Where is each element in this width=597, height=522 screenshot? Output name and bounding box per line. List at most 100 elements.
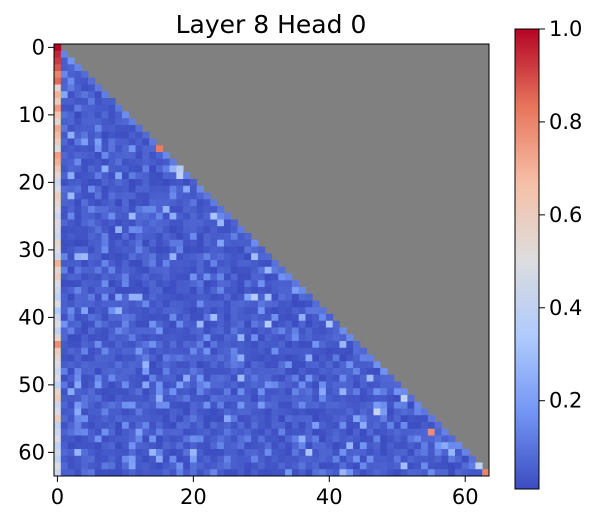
heatmap-cell bbox=[427, 435, 436, 443]
heatmap-cell bbox=[135, 260, 143, 268]
heatmap-cell bbox=[142, 246, 150, 254]
heatmap-cell bbox=[115, 300, 123, 308]
heatmap-cell bbox=[67, 206, 75, 214]
heatmap-cell bbox=[305, 334, 313, 342]
heatmap-cell bbox=[101, 428, 109, 436]
heatmap-cell bbox=[135, 199, 143, 207]
heatmap-cell bbox=[155, 354, 164, 362]
colorbar bbox=[514, 28, 540, 490]
heatmap-cell bbox=[94, 368, 102, 376]
heatmap-cell bbox=[128, 455, 136, 463]
heatmap-cell bbox=[359, 395, 368, 403]
heatmap-cell bbox=[169, 185, 177, 193]
heatmap-cell bbox=[121, 239, 130, 247]
heatmap-cell bbox=[115, 185, 123, 193]
heatmap-cell bbox=[94, 314, 102, 322]
heatmap-cell bbox=[217, 307, 225, 315]
heatmap-cell bbox=[94, 300, 102, 308]
heatmap-cell bbox=[67, 361, 75, 369]
heatmap-cell bbox=[196, 239, 204, 247]
heatmap-cell bbox=[217, 320, 225, 328]
heatmap-cell bbox=[108, 374, 116, 382]
heatmap-cell bbox=[81, 368, 89, 376]
heatmap-cell bbox=[203, 374, 211, 382]
heatmap-cell bbox=[155, 273, 164, 281]
heatmap-cell bbox=[387, 401, 395, 409]
heatmap-cell bbox=[94, 104, 102, 112]
heatmap-cell bbox=[135, 246, 143, 254]
heatmap-cell bbox=[101, 314, 109, 322]
heatmap-cell bbox=[223, 300, 232, 308]
heatmap-cell bbox=[176, 395, 184, 403]
heatmap-cell bbox=[407, 435, 415, 443]
heatmap-cell bbox=[183, 314, 191, 322]
heatmap-cell bbox=[121, 314, 130, 322]
heatmap-cell bbox=[203, 239, 211, 247]
heatmap-cell bbox=[176, 293, 184, 301]
heatmap-cell bbox=[67, 287, 75, 295]
heatmap-cell bbox=[67, 354, 75, 362]
heatmap-cell bbox=[217, 334, 225, 342]
heatmap-cell bbox=[135, 395, 143, 403]
heatmap-cell bbox=[230, 455, 238, 463]
heatmap-cell bbox=[230, 280, 238, 288]
heatmap-cell bbox=[223, 442, 232, 450]
heatmap-cell bbox=[74, 84, 82, 92]
heatmap-cell bbox=[101, 219, 109, 227]
heatmap-cell bbox=[128, 408, 136, 416]
heatmap-cell bbox=[87, 320, 96, 328]
heatmap-cell bbox=[210, 435, 218, 443]
heatmap-cell bbox=[108, 408, 116, 416]
heatmap-cell bbox=[271, 462, 279, 470]
heatmap-cell bbox=[87, 179, 96, 187]
heatmap-cell bbox=[305, 449, 313, 457]
heatmap-cell bbox=[74, 320, 82, 328]
heatmap-cell bbox=[407, 428, 415, 436]
heatmap-cell bbox=[121, 435, 130, 443]
heatmap-cell bbox=[298, 415, 306, 423]
heatmap-cell bbox=[237, 287, 245, 295]
heatmap-cell bbox=[189, 347, 198, 355]
heatmap-cell bbox=[135, 138, 143, 146]
heatmap-cell bbox=[271, 395, 279, 403]
heatmap-cell bbox=[128, 354, 136, 362]
heatmap-cell bbox=[135, 368, 143, 376]
heatmap-cell bbox=[54, 91, 62, 99]
heatmap-cell bbox=[332, 455, 340, 463]
heatmap-cell bbox=[54, 165, 62, 173]
heatmap-cell bbox=[162, 428, 170, 436]
heatmap-cell bbox=[115, 341, 123, 349]
heatmap-cell bbox=[339, 354, 347, 362]
heatmap-cell bbox=[319, 435, 327, 443]
heatmap-cell bbox=[271, 449, 279, 457]
heatmap-cell bbox=[217, 442, 225, 450]
heatmap-cell bbox=[346, 401, 354, 409]
heatmap-cell bbox=[319, 469, 327, 477]
heatmap-cell bbox=[183, 428, 191, 436]
heatmap-cell bbox=[196, 273, 204, 281]
heatmap-cell bbox=[203, 199, 211, 207]
heatmap-cell bbox=[203, 192, 211, 200]
heatmap-cell bbox=[210, 287, 218, 295]
heatmap-cell bbox=[183, 199, 191, 207]
heatmap-cell bbox=[257, 388, 266, 396]
heatmap-cell bbox=[162, 179, 170, 187]
heatmap-cell bbox=[373, 368, 381, 376]
heatmap-cell bbox=[312, 374, 320, 382]
heatmap-cell bbox=[94, 361, 102, 369]
heatmap-cell bbox=[101, 374, 109, 382]
heatmap-cell bbox=[74, 172, 82, 180]
heatmap-cell bbox=[230, 266, 238, 274]
heatmap-cell bbox=[135, 172, 143, 180]
heatmap-cell bbox=[67, 253, 75, 261]
heatmap-cell bbox=[176, 172, 184, 180]
heatmap-cell bbox=[142, 449, 150, 457]
heatmap-cell bbox=[135, 361, 143, 369]
heatmap-cell bbox=[196, 374, 204, 382]
heatmap-cell bbox=[67, 152, 75, 160]
heatmap-cell bbox=[176, 422, 184, 430]
heatmap-cell bbox=[203, 449, 211, 457]
heatmap-cell bbox=[162, 226, 170, 234]
heatmap-cell bbox=[121, 260, 130, 268]
heatmap-cell bbox=[54, 77, 62, 85]
